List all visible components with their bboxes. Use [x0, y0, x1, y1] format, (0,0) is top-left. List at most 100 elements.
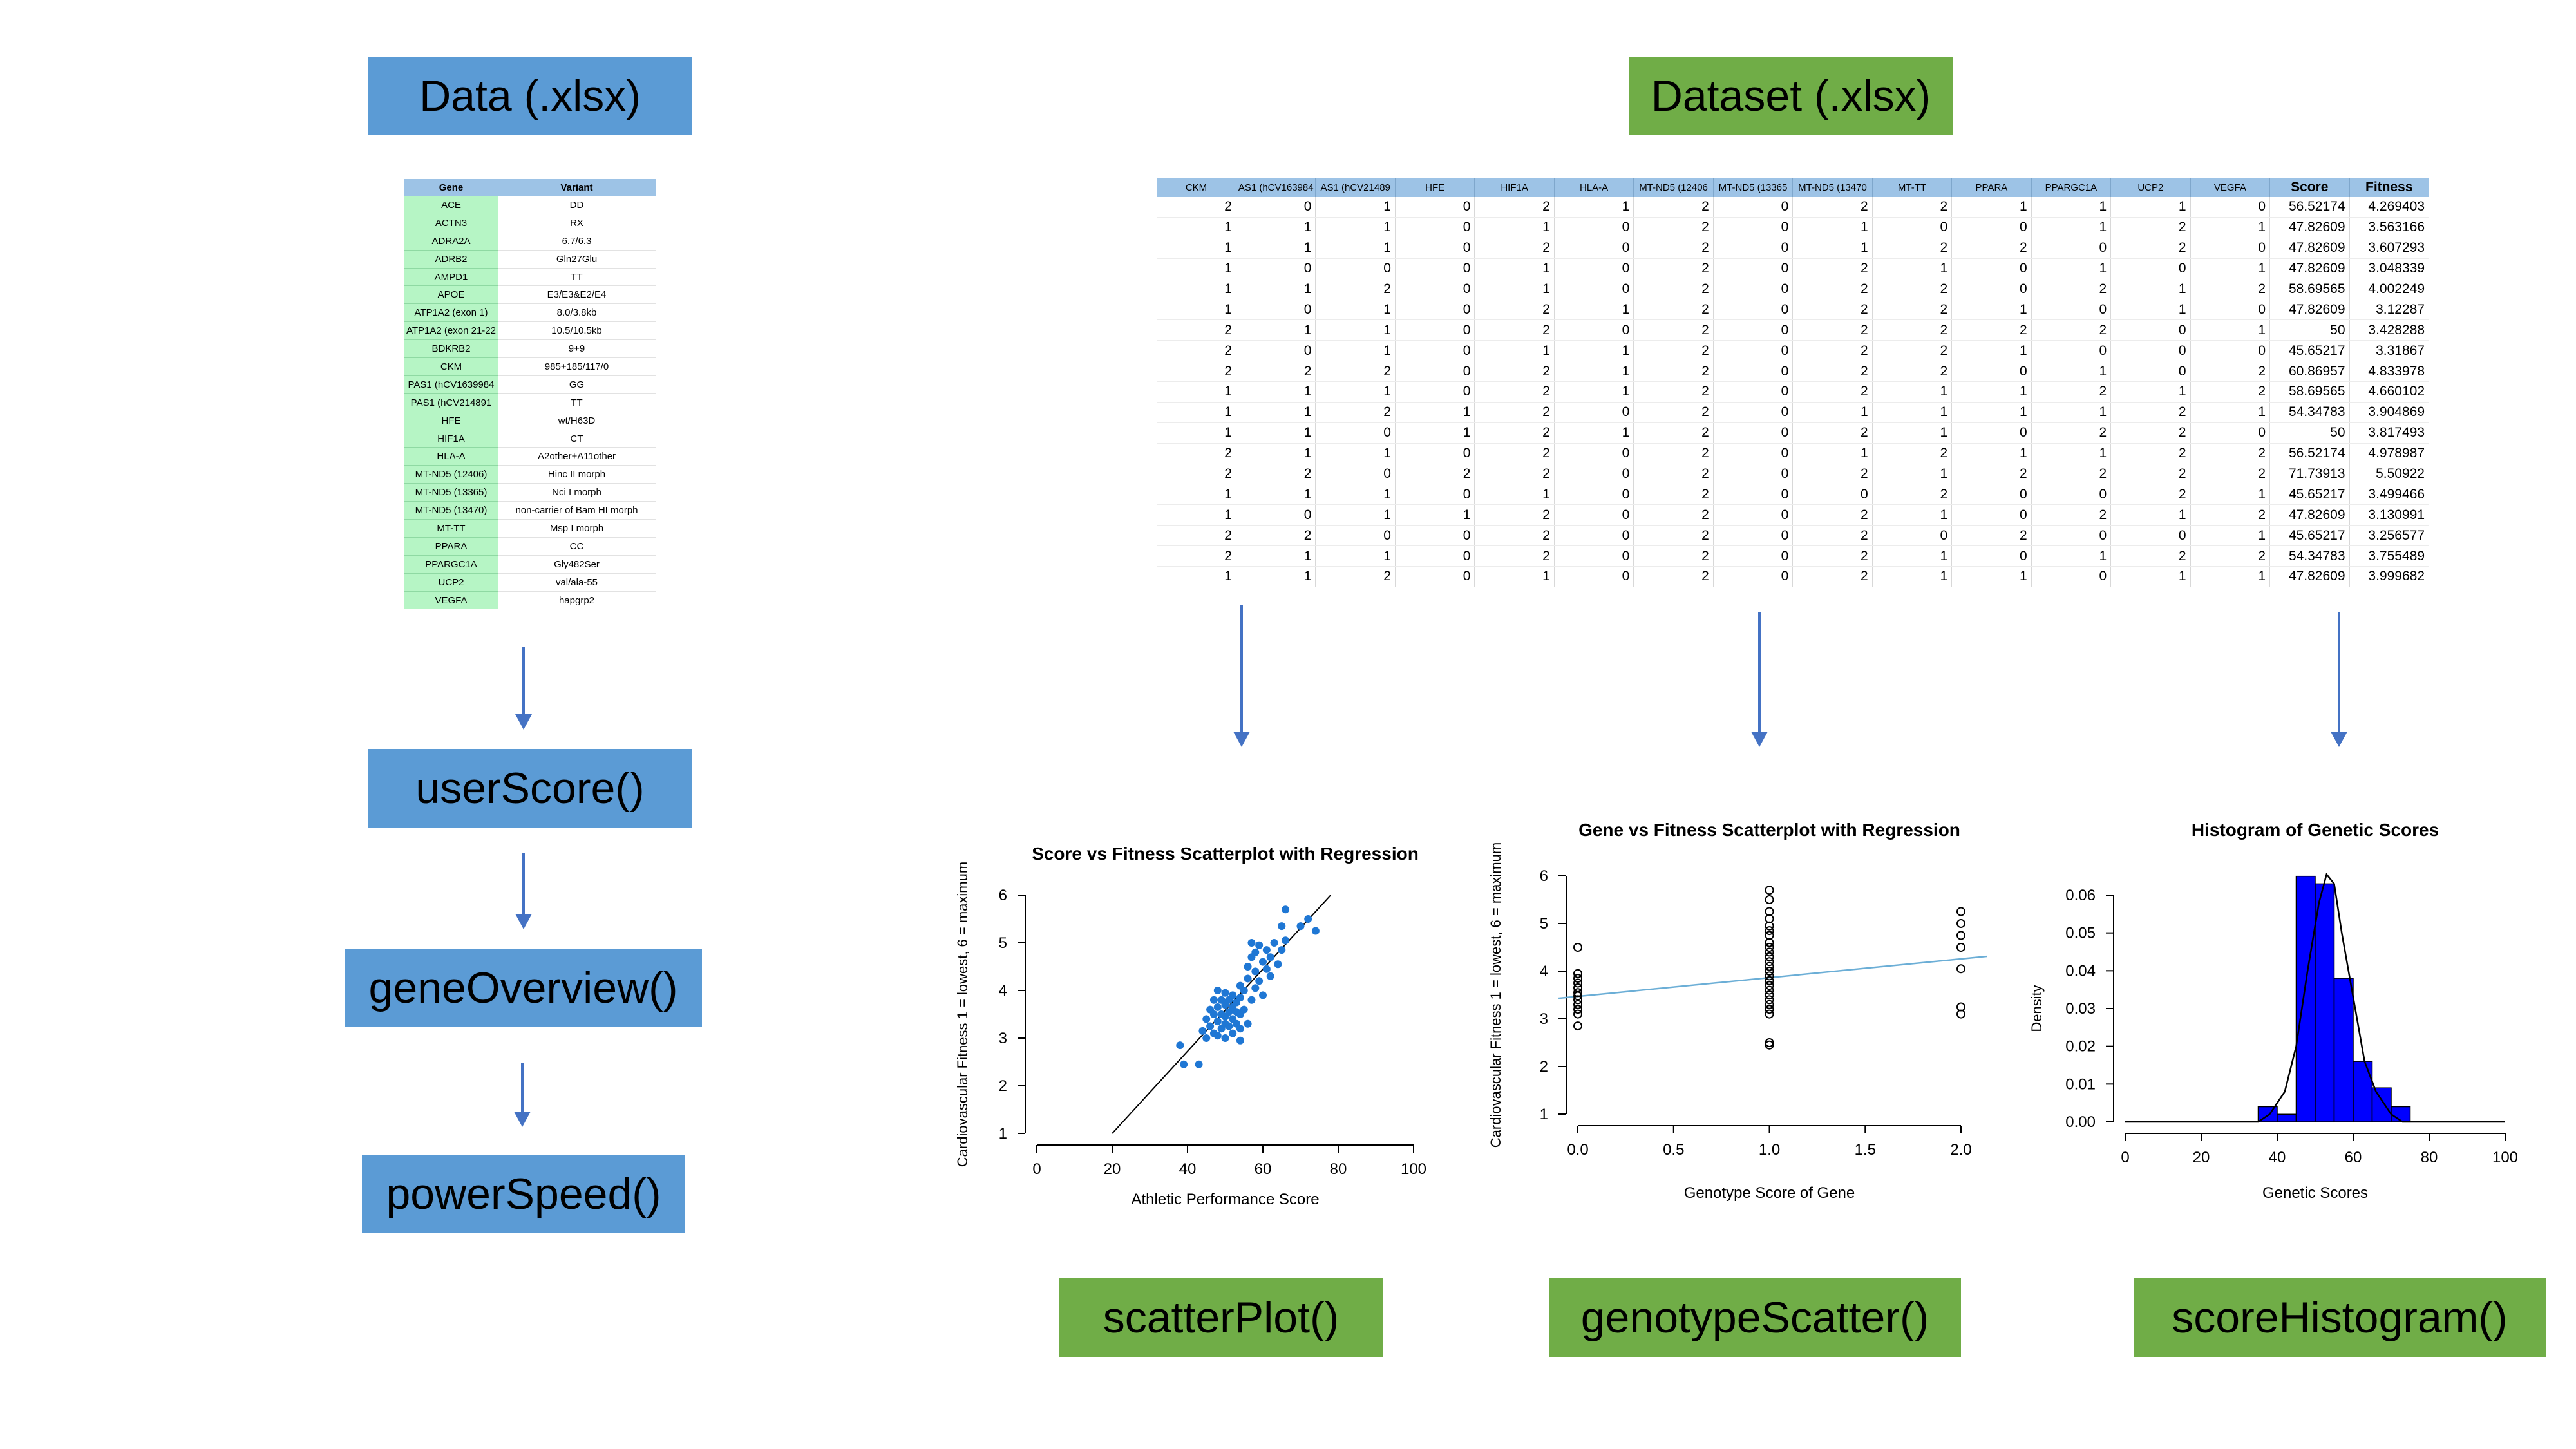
- dataset-cell: 71.73913: [2269, 464, 2350, 485]
- dataset-cell: 2: [1157, 361, 1236, 383]
- dataset-cell: 2: [1633, 464, 1714, 485]
- x-tick-label: 60: [2345, 1149, 2362, 1166]
- dataset-cell: 0: [1951, 545, 2032, 567]
- dataset-cell: 0: [1554, 279, 1634, 300]
- dataset-cell: 0: [1395, 238, 1475, 259]
- dataset-cell: 1: [1236, 566, 1316, 587]
- gene-cell: APOE: [404, 285, 498, 305]
- dataset-cell: 2: [1872, 340, 1953, 362]
- dataset-cell: 0: [1554, 319, 1634, 341]
- dataset-cell: 0: [1554, 238, 1634, 259]
- arrow-down: [1233, 605, 1250, 747]
- dataset-cell: 3.563166: [2349, 217, 2430, 238]
- variant-cell: Msp I morph: [498, 519, 656, 538]
- data-point: [1229, 1029, 1237, 1037]
- x-tick-label: 0: [2121, 1149, 2129, 1166]
- dataset-table-row: 2 2 0 0 2 0 2 0 2 0 2 0 0 1 45.65217 3.256577: [1157, 525, 2430, 547]
- dataset-cell: 0: [1713, 504, 1794, 526]
- dataset-cell: 0: [1713, 217, 1794, 238]
- y-axis-label: Density: [2029, 985, 2045, 1032]
- histogram-bar: [2391, 1106, 2411, 1122]
- gene-cell: PPARGC1A: [404, 555, 498, 574]
- dataset-cell: 0: [1236, 504, 1316, 526]
- dataset-cell: 2: [1474, 238, 1555, 259]
- y-tick-label: 1: [999, 1125, 1007, 1142]
- y-tick-label: 0.05: [2065, 925, 2096, 942]
- dataset-cell: 1: [1792, 238, 1873, 259]
- dataset-table-row: 2 0 1 0 1 1 2 0 2 2 1 0 0 0 45.65217 3.31867: [1157, 340, 2430, 362]
- variant-cell: RX: [498, 214, 656, 232]
- dataset-cell: 2: [1792, 361, 1873, 383]
- dataset-cell: 1: [1474, 217, 1555, 238]
- dataset-table-row: 2 0 1 0 2 1 2 0 2 2 1 1 1 0 56.52174 4.269403: [1157, 197, 2430, 218]
- y-tick-label: 0.04: [2065, 962, 2096, 980]
- variant-cell: hapgrp2: [498, 591, 656, 610]
- dataset-cell: 1: [2031, 545, 2112, 567]
- data-point: [1209, 1010, 1218, 1018]
- dataset-cell: 1: [2110, 279, 2191, 300]
- y-tick-label: 0.06: [2065, 887, 2096, 904]
- dataset-cell: 1: [1157, 484, 1236, 506]
- data-point: [1765, 926, 1774, 936]
- dataset-cell: 2: [2031, 504, 2112, 526]
- y-tick-label: 1: [1540, 1106, 1548, 1123]
- data-point: [1270, 939, 1278, 947]
- dataset-cell: 2: [1872, 484, 1953, 506]
- power-speed-box: powerSpeed(): [362, 1155, 685, 1233]
- dataset-cell: 1: [1872, 504, 1953, 526]
- data-point: [1956, 943, 1965, 952]
- dataset-cell: 1: [1395, 504, 1475, 526]
- dataset-cell: 2: [1474, 361, 1555, 383]
- dataset-cell: 1: [1236, 545, 1316, 567]
- dataset-cell: 1: [1792, 443, 1873, 464]
- y-axis-label: Cardiovascular Fitness 1 = lowest, 6 = m…: [1488, 842, 1504, 1148]
- dataset-cell: 2: [1633, 299, 1714, 321]
- variant-cell: CT: [498, 430, 656, 448]
- dataset-cell: 0: [1395, 279, 1475, 300]
- dataset-cell: 5.50922: [2349, 464, 2430, 485]
- dataset-cell: 0: [2031, 484, 2112, 506]
- dataset-cell: 1: [1872, 545, 1953, 567]
- dataset-table-row: 1 1 2 0 1 0 2 0 2 2 0 2 1 2 58.69565 4.002249: [1157, 279, 2430, 300]
- dataset-table-row: 1 0 1 0 2 1 2 0 2 2 1 0 1 0 47.82609 3.12287: [1157, 299, 2430, 321]
- gene-cell: BDKRB2: [404, 339, 498, 359]
- dataset-cell: 0: [1395, 484, 1475, 506]
- dataset-cell: 1: [2190, 319, 2271, 341]
- dataset-cell: 2: [2110, 402, 2191, 423]
- dataset-cell: 2: [1792, 504, 1873, 526]
- gene-cell: MT-ND5 (13365): [404, 483, 498, 502]
- gene-table-row: HLA-A A2other+A11other: [404, 447, 656, 466]
- variant-cell: Gly482Ser: [498, 555, 656, 574]
- dataset-cell: 0: [1554, 484, 1634, 506]
- dataset-cell: 3.817493: [2349, 422, 2430, 444]
- data-point: [1236, 1036, 1244, 1045]
- data-point: [1209, 996, 1218, 1004]
- data-point: [1282, 936, 1290, 945]
- gene-table-row: MT-ND5 (13470) non-carrier of Bam HI morp…: [404, 501, 656, 520]
- variant-cell: GG: [498, 375, 656, 394]
- dataset-cell: 0: [1395, 319, 1475, 341]
- data-point: [1956, 1009, 1965, 1019]
- dataset-cell: 2: [2031, 319, 2112, 341]
- dataset-cell: 2: [1315, 279, 1396, 300]
- dataset-cell: 1: [1315, 217, 1396, 238]
- dataset-table-row: 1 1 1 0 2 1 2 0 2 1 1 2 1 2 58.69565 4.660102: [1157, 381, 2430, 402]
- dataset-cell: 1: [1157, 258, 1236, 279]
- dataset-cell: 1: [2031, 258, 2112, 279]
- x-tick-label: 0: [1032, 1160, 1041, 1178]
- dataset-cell: 1: [1315, 545, 1396, 567]
- gene-cell: HLA-A: [404, 447, 498, 466]
- dataset-cell: 1: [1554, 197, 1634, 218]
- data-point: [1229, 991, 1237, 999]
- dataset-table-row: 2 2 2 0 2 1 2 0 2 2 0 1 0 2 60.86957 4.833978: [1157, 361, 2430, 383]
- data-point: [1296, 922, 1305, 931]
- data-point: [1213, 987, 1222, 994]
- dataset-cell: 0: [1395, 381, 1475, 402]
- dataset-cell: 2: [1792, 525, 1873, 547]
- dataset-cell: 1: [1236, 319, 1316, 341]
- dataset-cell: 1: [1157, 422, 1236, 444]
- gene-cell: MT-ND5 (12406): [404, 465, 498, 484]
- dataset-cell: 3.755489: [2349, 545, 2430, 567]
- dataset-cell: 3.12287: [2349, 299, 2430, 321]
- dataset-cell: 60.86957: [2269, 361, 2350, 383]
